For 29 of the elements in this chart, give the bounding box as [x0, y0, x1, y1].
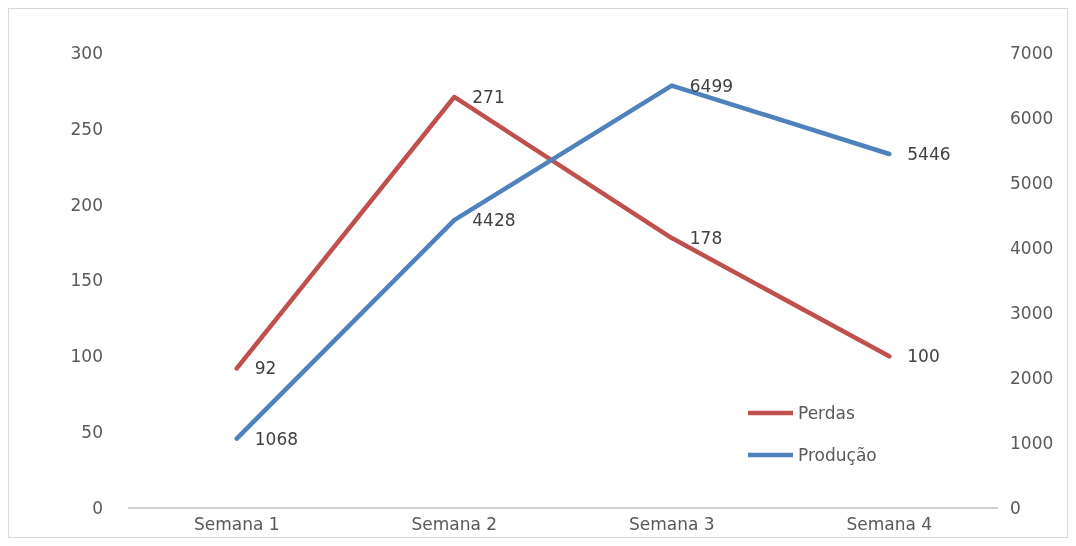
- y2-tick-label: 4000: [1010, 237, 1054, 258]
- data-label: 5446: [907, 144, 951, 165]
- y-tick-label: 100: [70, 346, 103, 367]
- y2-tick-label: 2000: [1010, 367, 1054, 388]
- y2-tick-label: 1000: [1010, 432, 1054, 453]
- x-tick-label: Semana 3: [628, 514, 715, 534]
- y-tick-label: 0: [92, 497, 103, 518]
- data-label: 92: [254, 358, 277, 379]
- y2-tick-label: 6000: [1010, 107, 1054, 128]
- y-tick-label: 150: [70, 270, 103, 291]
- data-label: 100: [907, 346, 940, 367]
- y-tick-label: 50: [81, 422, 103, 443]
- data-label: 178: [689, 228, 723, 249]
- data-label: 6499: [689, 75, 734, 96]
- y-tick-label: 200: [70, 194, 103, 215]
- x-tick-label: Semana 1: [193, 514, 280, 534]
- legend-label: Produção: [798, 444, 877, 465]
- x-tick-label: Semana 2: [411, 514, 498, 534]
- y2-tick-label: 0: [1010, 497, 1021, 518]
- data-label: 1068: [254, 428, 299, 449]
- data-label: 271: [472, 86, 505, 107]
- x-tick-label: Semana 4: [846, 514, 933, 534]
- y2-tick-label: 7000: [1010, 42, 1054, 63]
- y2-tick-label: 5000: [1010, 172, 1054, 193]
- y2-tick-label: 3000: [1010, 302, 1054, 323]
- y-tick-label: 300: [70, 42, 103, 63]
- legend-label: Perdas: [798, 402, 855, 423]
- data-label: 4428: [472, 210, 516, 231]
- y-tick-label: 250: [70, 118, 103, 139]
